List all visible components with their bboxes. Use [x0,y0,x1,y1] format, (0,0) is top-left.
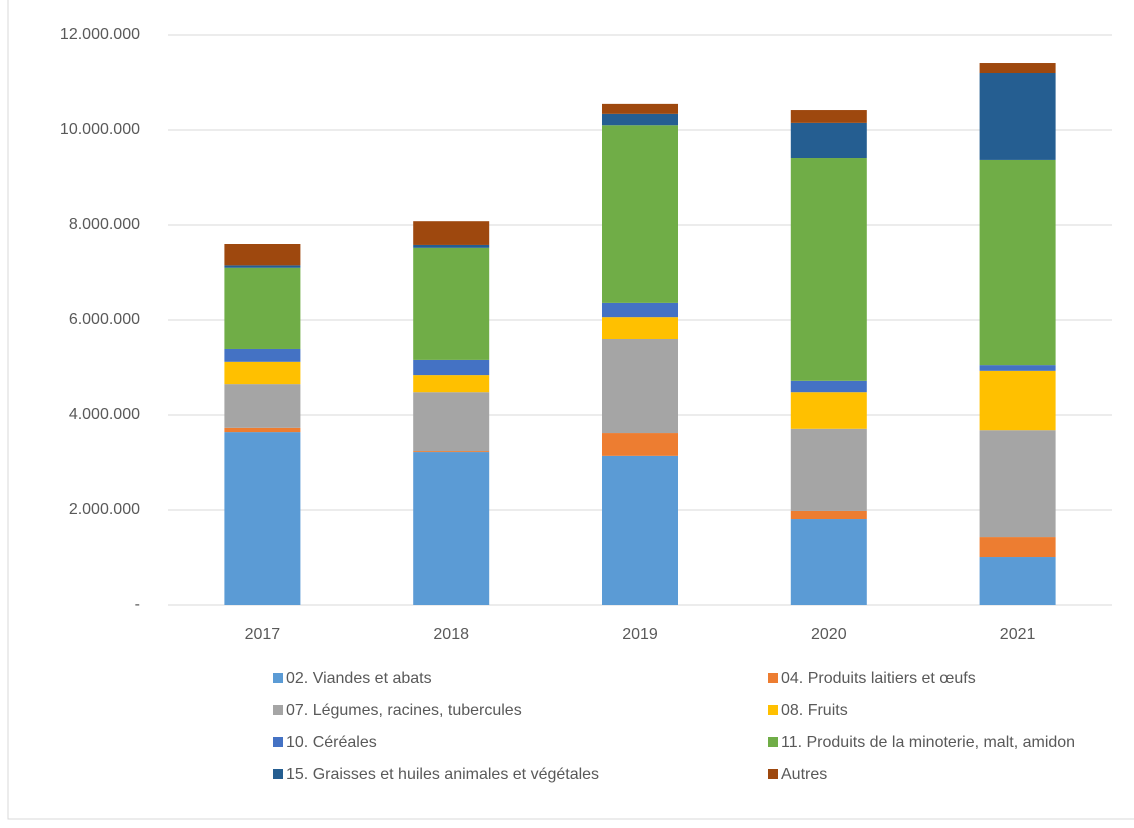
y-tick-label: 8.000.000 [69,216,140,233]
legend-swatch [768,673,778,683]
legend-swatch [768,769,778,779]
legend-label: 11. Produits de la minoterie, malt, amid… [781,734,1075,751]
x-tick-label: 2018 [433,626,469,643]
legend-label: 04. Produits laitiers et œufs [781,670,976,687]
bar-segment [790,519,867,605]
bar-segment [602,302,678,318]
legend-label: 15. Graisses et huiles animales et végét… [286,766,599,783]
legend-label: 02. Viandes et abats [286,670,432,687]
bar-segment [413,451,490,453]
bar-segment [413,452,490,605]
y-tick-label: 10.000.000 [60,121,140,138]
bar-segment [602,317,678,339]
bar-segment [224,244,301,266]
bar-segment [413,221,490,245]
bar-segment [413,375,490,393]
bar-segment [224,265,301,268]
bar-segment [602,103,678,114]
bar-segment [602,433,678,456]
x-tick-label: 2017 [245,626,281,643]
bar-segment [979,370,1056,431]
chart-border [7,0,1134,820]
bar-segment [790,158,867,381]
bar-segment [224,427,301,433]
y-tick-label: 6.000.000 [69,311,140,328]
y-tick-label: 4.000.000 [69,406,140,423]
bar-segment [979,63,1056,73]
legend-swatch [273,769,283,779]
bar-segment [979,365,1056,371]
y-tick-label: 2.000.000 [69,501,140,518]
legend-swatch [273,673,283,683]
bar-segment [979,73,1056,160]
x-tick-label: 2019 [622,626,658,643]
bar-segment [413,244,490,248]
bar-segment [224,267,301,349]
bar-segment [979,159,1056,366]
bar-segment [790,510,867,520]
bar-segment [602,113,678,126]
bar-segment [979,557,1056,605]
bar-segment [602,455,678,605]
legend-swatch [273,705,283,715]
bar-segment [224,348,301,362]
legend-label: 08. Fruits [781,702,848,719]
bar-segment [790,392,867,429]
y-tick-label: - [135,596,140,613]
legend-swatch [273,737,283,747]
bar-segment [602,125,678,303]
legend-label: Autres [781,766,827,783]
legend-swatch [768,705,778,715]
x-tick-label: 2020 [811,626,847,643]
bar-segment [790,428,867,511]
bar-segment [413,392,490,452]
bar-segment [979,537,1056,558]
bar-segment [224,384,301,428]
x-tick-label: 2021 [1000,626,1036,643]
bar-segment [790,122,867,159]
legend-label: 10. Céréales [286,734,377,751]
bar-segment [224,432,301,605]
bar-segment [979,430,1056,538]
bar-segment [413,359,490,376]
legend-swatch [768,737,778,747]
bar-segment [224,361,301,385]
bar-segment [602,339,678,434]
legend-label: 07. Légumes, racines, tubercules [286,702,522,719]
bar-segment [413,247,490,360]
y-tick-label: 12.000.000 [60,26,140,43]
bar-segment [790,380,867,393]
bar-segment [790,110,867,123]
